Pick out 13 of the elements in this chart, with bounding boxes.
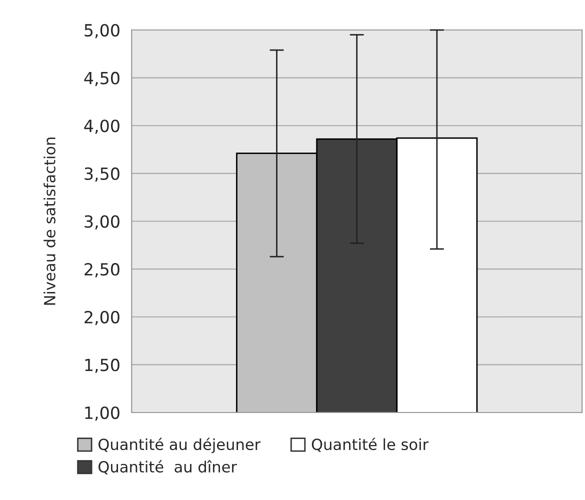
y-tick-label: 3,50 xyxy=(84,167,120,182)
y-tick-label: 1,50 xyxy=(85,358,120,373)
y-tick-label: 2,50 xyxy=(84,263,120,278)
y-tick-label: 3,00 xyxy=(84,215,120,230)
y-tick-label: 4,50 xyxy=(84,72,120,86)
legend-label: Quantité au dîner xyxy=(98,460,237,474)
y-tick-label: 1,00 xyxy=(85,406,120,421)
y-axis-title: Niveau de satisfaction xyxy=(44,138,56,305)
legend-label: Quantité au déjeuner xyxy=(98,438,261,454)
y-tick-label: 5,00 xyxy=(84,24,120,38)
legend-label: Quantité le soir xyxy=(312,438,429,452)
y-tick-label: 4,00 xyxy=(84,120,120,134)
y-tick-label: 2,00 xyxy=(84,310,120,326)
